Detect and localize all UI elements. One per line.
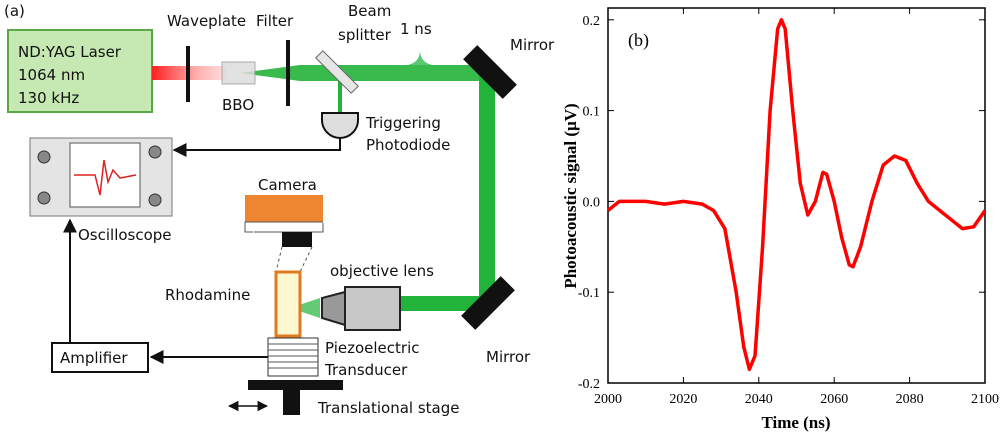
- oscilloscope-label: Oscilloscope: [78, 226, 172, 244]
- x-tick-label: 2080: [896, 392, 924, 407]
- laser-label: ND:YAG Laser: [18, 43, 122, 61]
- panel-label: (a): [4, 2, 25, 20]
- x-tick-label: 2020: [669, 392, 697, 407]
- y-tick-label: -0.1: [578, 286, 600, 301]
- cuvette: [276, 272, 300, 336]
- camera-lens: [282, 232, 312, 247]
- photodiode-label: Triggering: [365, 114, 441, 132]
- pulse-label: 1 ns: [400, 20, 432, 38]
- stage: [248, 380, 343, 390]
- arrow: [174, 138, 340, 150]
- transducer-label: Piezoelectric: [325, 339, 420, 357]
- camera-sensor: [245, 195, 323, 222]
- figure: (a) ND:YAG Laser 1064 nm 130 kHz Wavepla…: [0, 0, 1000, 440]
- plot-frame: [608, 8, 985, 383]
- x-tick-label: 2060: [820, 392, 848, 407]
- waveplate: [186, 46, 190, 102]
- signal-chart: (b) Time (ns) Photoacoustic signal (μV) …: [561, 8, 999, 432]
- knob: [38, 151, 50, 163]
- y-tick-label: 0.0: [583, 195, 601, 210]
- laser-label: 130 kHz: [18, 89, 79, 107]
- camera-label: Camera: [258, 176, 317, 194]
- objective-label: objective lens: [330, 262, 434, 280]
- y-tick-label: -0.2: [578, 377, 600, 392]
- splitter-label: Beam: [348, 2, 391, 20]
- sample-label: Rhodamine: [165, 286, 250, 304]
- splitter-label: splitter: [338, 26, 392, 44]
- objective-lens: [345, 287, 400, 330]
- x-tick-label: 2100: [971, 392, 999, 407]
- panel-label: (b): [628, 30, 649, 51]
- knob: [38, 192, 50, 204]
- green-beam: [479, 72, 495, 308]
- view-line: [276, 247, 282, 272]
- setup-diagram: (a) ND:YAG Laser 1064 nm 130 kHz Wavepla…: [4, 2, 555, 417]
- knob: [149, 194, 161, 206]
- x-tick-label: 2000: [594, 392, 622, 407]
- x-axis-label: Time (ns): [761, 413, 830, 432]
- objective-tip: [322, 292, 345, 325]
- waveplate-label: Waveplate: [167, 12, 246, 30]
- y-tick-label: 0.1: [583, 105, 601, 120]
- signal-line: [608, 20, 985, 370]
- x-tick-label: 2040: [745, 392, 773, 407]
- photodiode-label: Photodiode: [366, 136, 450, 154]
- knob: [149, 146, 161, 158]
- filter: [286, 40, 290, 106]
- camera-stack: [245, 222, 323, 232]
- green-beam: [240, 65, 487, 81]
- laser-label: 1064 nm: [18, 66, 85, 84]
- y-axis-label: Photoacoustic signal (μV): [561, 103, 580, 288]
- mirror-label: Mirror: [486, 348, 531, 366]
- filter-label: Filter: [256, 12, 294, 30]
- transducer-label: Transducer: [324, 361, 408, 379]
- bbo-label: BBO: [222, 96, 254, 114]
- y-tick-label: 0.2: [583, 14, 601, 29]
- mirror-label: Mirror: [510, 36, 555, 54]
- bbo-crystal: [222, 62, 255, 84]
- stage-label: Translational stage: [317, 399, 460, 417]
- pulse: [408, 50, 432, 65]
- amplifier-label: Amplifier: [60, 349, 128, 367]
- stage-post: [283, 390, 300, 415]
- view-line: [300, 247, 312, 272]
- photodiode: [322, 113, 358, 138]
